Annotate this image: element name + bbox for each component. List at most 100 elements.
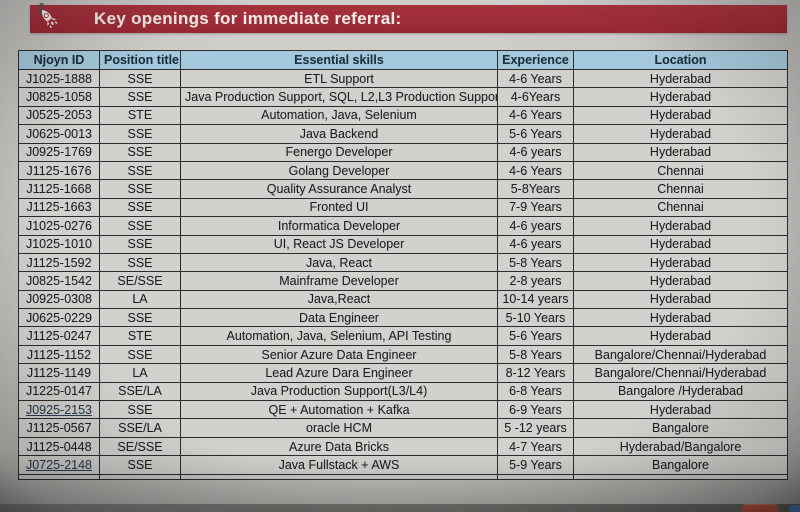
njoyn-id-cell: J1125-0247 xyxy=(18,326,100,346)
njoyn-id-cell: J0825-1058 xyxy=(18,87,100,107)
skills-cell: Automation, Java, Selenium, API Testing xyxy=(180,326,498,346)
table-row: J1125-1668 SSE Quality Assurance Analyst 5-… xyxy=(18,179,788,199)
taskbar-app-icon-red xyxy=(742,504,778,512)
position-cell: LA xyxy=(99,363,181,383)
position-cell: SSE xyxy=(99,179,181,199)
location-cell: Hyderabad xyxy=(573,308,788,328)
location-cell: Hyderabad xyxy=(573,326,788,346)
njoyn-id-cell: J1125-0567 xyxy=(18,418,100,438)
skills-cell: UI, React JS Developer xyxy=(180,234,498,254)
experience-cell: 4-6 years xyxy=(497,234,574,254)
location-cell: Hyderabad xyxy=(573,252,788,273)
table-row: J0525-2053 STE Automation, Java, Selenium 4… xyxy=(18,105,788,126)
location-cell: Bangalore xyxy=(573,455,788,475)
table-row: J0625-0013 SSE Java Backend 5-6 Years Hydera… xyxy=(18,124,788,144)
position-cell: SSE xyxy=(99,234,181,254)
location-cell: Hyderabad xyxy=(573,216,788,236)
taskbar-app-icon-blue xyxy=(789,505,800,512)
table-row: J1125-0448 SE/SSE Azure Data Bricks 4-7 Yea… xyxy=(18,436,788,457)
skills-cell: oracle HCM xyxy=(180,418,498,438)
skills-cell: Automation, Java, Selenium xyxy=(180,105,498,126)
header-skills: Essential skills xyxy=(180,50,498,70)
location-cell: Bangalore/Chennai/Hyderabad xyxy=(573,363,788,383)
skills-cell: Java, React xyxy=(180,252,498,273)
njoyn-id-link[interactable]: J0925-2153 xyxy=(25,402,93,417)
position-cell: SSE/LA xyxy=(99,381,181,402)
table-row: J1225-0147 SSE/LA Java Production Support(… xyxy=(18,381,788,402)
position-cell: SSE xyxy=(99,124,181,144)
skills-cell: Java Fullstack + AWS xyxy=(180,455,498,475)
location-cell: Hyderabad/Bangalore xyxy=(573,436,788,457)
skills-cell: Informatica Developer xyxy=(180,216,498,236)
position-cell: STE xyxy=(99,326,181,346)
njoyn-id-cell: J1125-1676 xyxy=(18,160,100,181)
location-cell: Hyderabad xyxy=(573,105,788,126)
experience-cell: 8-12 Years xyxy=(497,363,574,383)
table-row: J1025-1010 SSE UI, React JS Developer 4-6 y… xyxy=(18,234,788,254)
experience-cell: 5-8 Years xyxy=(497,344,574,365)
screen-bottom-edge xyxy=(0,504,800,512)
njoyn-id-cell: J0925-0308 xyxy=(18,289,100,310)
table-row: J1125-1592 SSE Java, React 5-8 Years Hyderab… xyxy=(18,252,788,273)
njoyn-id-cell: J0625-0013 xyxy=(18,124,100,144)
table-row: J1125-1676 SSE Golang Developer 4-6 Years Ch… xyxy=(18,160,788,181)
skills-cell: Java Backend xyxy=(180,124,498,144)
njoyn-id-cell: J1125-1152 xyxy=(18,344,100,365)
location-cell: Chennai xyxy=(573,179,788,199)
njoyn-id-cell: J1125-1149 xyxy=(18,363,100,383)
skills-cell: Mainframe Developer xyxy=(180,271,498,291)
njoyn-id-cell: J1125-0448 xyxy=(18,436,100,457)
njoyn-id-cell: J1125-1592 xyxy=(18,252,100,273)
skills-cell: Golang Developer xyxy=(180,160,498,181)
empty-cell xyxy=(497,473,574,480)
njoyn-id-cell: J0925-2153 xyxy=(18,400,100,420)
table-row: J0925-0308 LA Java,React 10-14 years Hyderab… xyxy=(18,289,788,310)
location-cell: Hyderabad xyxy=(573,87,788,107)
experience-cell: 7-9 Years xyxy=(497,197,574,218)
njoyn-id-cell: J1225-0147 xyxy=(18,381,100,402)
experience-cell: 4-6Years xyxy=(497,87,574,107)
location-cell: Bangalore xyxy=(573,418,788,438)
referral-banner: Key openings for immediate referral: xyxy=(30,2,787,33)
openings-table: Njoyn ID Position title Essential skills… xyxy=(18,50,788,480)
njoyn-id-link[interactable]: J0725-2148 xyxy=(25,457,93,472)
position-cell: SSE xyxy=(99,216,181,236)
position-cell: SSE/LA xyxy=(99,418,181,438)
skills-cell: Fenergo Developer xyxy=(180,142,498,162)
position-cell: STE xyxy=(99,105,181,126)
location-cell: Hyderabad xyxy=(573,68,788,89)
position-cell: SSE xyxy=(99,197,181,218)
header-row: Njoyn ID Position title Essential skills… xyxy=(18,50,788,70)
experience-cell: 6-9 Years xyxy=(497,400,574,420)
njoyn-id-cell: J0525-2053 xyxy=(18,105,100,126)
experience-cell: 4-6 years xyxy=(497,216,574,236)
skills-cell: Java Production Support(L3/L4) xyxy=(180,381,498,402)
table-footer xyxy=(18,473,788,480)
empty-cell xyxy=(99,473,181,480)
experience-cell: 10-14 years xyxy=(497,289,574,310)
table-row: J0625-0229 SSE Data Engineer 5-10 Years Hyde… xyxy=(18,308,788,328)
njoyn-id-cell: J0625-0229 xyxy=(18,308,100,328)
position-cell: SSE xyxy=(99,308,181,328)
njoyn-id-cell: J1125-1663 xyxy=(18,197,100,218)
njoyn-id-cell: J0825-1542 xyxy=(18,271,100,291)
position-cell: SSE xyxy=(99,344,181,365)
header-experience: Experience xyxy=(497,50,574,70)
position-cell: SSE xyxy=(99,400,181,420)
njoyn-id-cell: J1125-1668 xyxy=(18,179,100,199)
table-header: Njoyn ID Position title Essential skills… xyxy=(18,50,788,70)
rocket-icon xyxy=(34,6,64,32)
experience-cell: 6-8 Years xyxy=(497,381,574,402)
location-cell: Hyderabad xyxy=(573,142,788,162)
skills-cell: Senior Azure Data Engineer xyxy=(180,344,498,365)
experience-cell: 5-10 Years xyxy=(497,308,574,328)
experience-cell: 5-8 Years xyxy=(497,252,574,273)
position-cell: LA xyxy=(99,289,181,310)
location-cell: Chennai xyxy=(573,160,788,181)
njoyn-id-cell: J1025-1888 xyxy=(18,68,100,89)
njoyn-id-cell: J0925-1769 xyxy=(18,142,100,162)
skills-cell: Java,React xyxy=(180,289,498,310)
header-location: Location xyxy=(573,50,788,70)
njoyn-id-cell: J0725-2148 xyxy=(18,455,100,475)
table-row: J0925-1769 SSE Fenergo Developer 4-6 years H… xyxy=(18,142,788,162)
